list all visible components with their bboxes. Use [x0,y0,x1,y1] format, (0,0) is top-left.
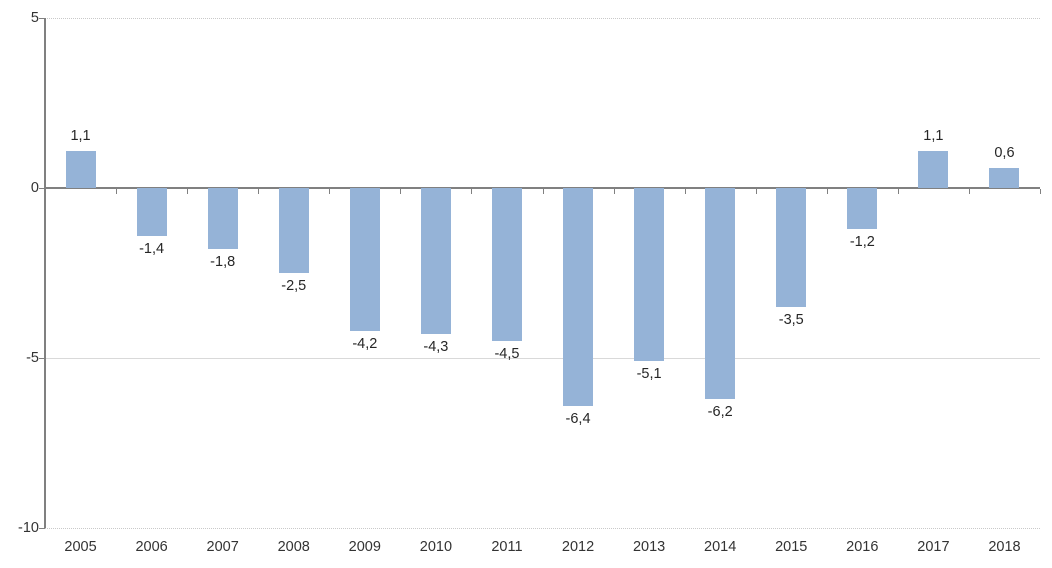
x-tick-label: 2016 [846,539,879,555]
y-axis-line [44,18,46,528]
x-tick-label: 2007 [206,539,239,555]
bar-2014 [705,188,736,399]
bar-value-label: -6,2 [707,403,733,420]
y-axis-tick [39,18,45,19]
category-tick [400,189,402,194]
category-tick [968,189,970,194]
bar-value-label: 1,1 [923,127,944,144]
bar-2016 [847,188,878,229]
bar-value-label: -4,3 [423,339,449,356]
x-tick-label: 2015 [775,539,808,555]
bar-value-label: -6,4 [565,410,591,427]
bar-2017 [918,150,949,188]
x-tick-label: 2013 [632,539,666,555]
bar-value-label: -4,5 [494,346,520,362]
category-tick [1040,189,1041,194]
y-axis-tick [39,528,45,529]
gridline [45,528,1040,529]
bar-value-label: 0,6 [994,144,1015,161]
x-tick-label: 2005 [64,539,97,555]
category-tick [258,189,260,194]
category-tick [755,189,757,194]
y-axis-tick [39,358,45,359]
category-tick [542,189,544,194]
category-tick [329,189,331,194]
bar-value-label: -4,2 [352,335,378,352]
bar-2007 [207,188,238,250]
category-tick [897,189,899,194]
y-tick-label: 5 [30,10,39,26]
bar-2010 [420,188,451,335]
category-tick [45,189,46,194]
bar-2013 [634,188,665,362]
category-tick [826,189,828,194]
bar-value-label: 1,1 [70,127,91,144]
bar-value-label: -1,4 [139,240,165,257]
bar-value-label: -3,5 [778,312,804,328]
bar-2008 [278,188,309,273]
bar-2011 [491,188,522,341]
category-tick [116,189,118,194]
bar-2012 [563,188,594,406]
bar-2015 [776,188,807,307]
x-tick-label: 2012 [561,539,595,555]
y-tick-label: 0 [30,180,39,196]
x-tick-label: 2009 [348,539,381,555]
x-tick-label: 2018 [988,539,1021,555]
x-tick-label: 2011 [491,539,523,555]
x-tick-label: 2008 [277,539,310,555]
bar-value-label: -1,8 [210,254,236,271]
x-tick-label: 2010 [419,539,453,555]
bar-value-label: -5,1 [636,366,662,383]
y-tick-label: -10 [18,520,39,536]
category-tick [471,189,473,194]
x-tick-label: 2006 [135,539,168,555]
category-tick [187,189,189,194]
bar-2018 [989,167,1020,188]
y-axis-tick [39,188,45,189]
bar-value-label: -1,2 [849,233,875,250]
bar-value-label: -2,5 [281,278,307,294]
bar-2009 [349,188,380,331]
gridline [45,358,1040,359]
category-tick [613,189,615,194]
bar-2005 [65,150,96,188]
x-tick-label: 2017 [917,539,950,555]
category-tick [684,189,686,194]
gridline [45,18,1040,19]
x-tick-label: 2014 [704,539,737,555]
y-tick-label: -5 [26,350,39,366]
bar-2006 [136,188,167,236]
x-axis-zero-line [45,187,1040,189]
